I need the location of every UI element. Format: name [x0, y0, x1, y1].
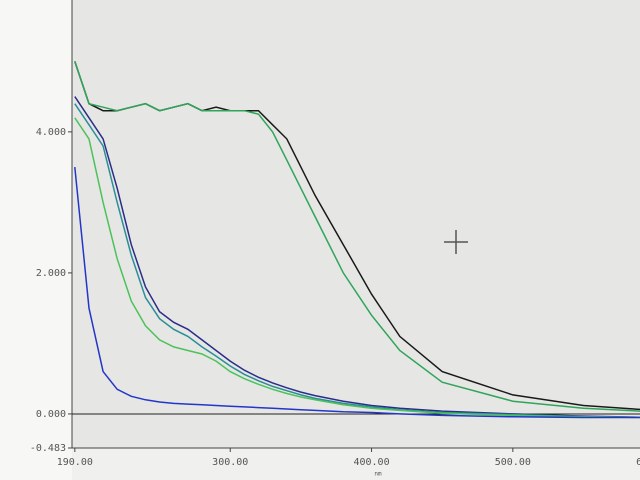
- x-tick-label: 190.00: [57, 457, 93, 468]
- x-axis-label: nm: [374, 471, 382, 478]
- x-tick-label: 300.00: [212, 457, 248, 468]
- spectrum-line: [74, 167, 640, 419]
- y-tick-label: 0.000: [36, 409, 66, 420]
- x-tick-label: 500.00: [495, 457, 531, 468]
- spectrum-line: [74, 117, 640, 419]
- spectrum-line: [74, 61, 640, 412]
- plot-area: [72, 0, 640, 448]
- axis-panel: [0, 0, 72, 480]
- x-tick-label: 400.00: [353, 457, 389, 468]
- cursor-cross: [444, 230, 468, 254]
- x-tick-label: 600.00: [636, 457, 640, 468]
- y-tick-label: 2.000: [36, 268, 66, 279]
- spectrum-line: [74, 96, 640, 418]
- y-tick-label: 4.000: [36, 127, 66, 138]
- y-tick-label: -0.483: [30, 443, 66, 454]
